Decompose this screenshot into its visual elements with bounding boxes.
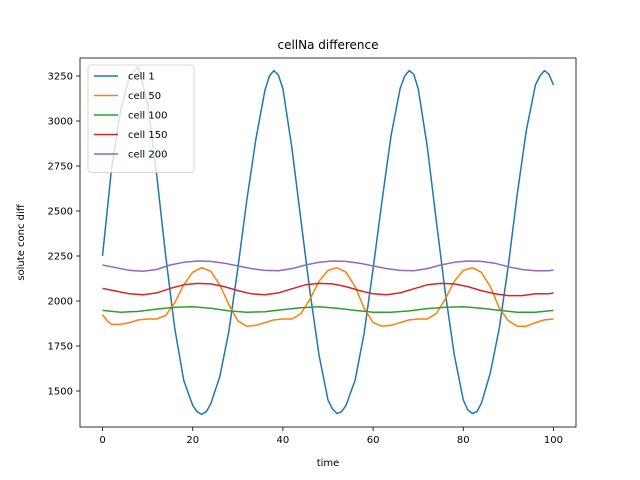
x-tick-label: 20 [186, 435, 199, 446]
legend-entry: cell 50 [128, 91, 161, 102]
y-axis-label: solute conc diff [16, 203, 27, 280]
y-tick-label: 2500 [48, 207, 73, 218]
series-line-cell-200 [102, 260, 554, 273]
y-axis: 1500 1750 2000 2250 2500 2750 3000 3250 [48, 72, 80, 398]
series-line-cell-100 [102, 306, 554, 313]
x-tick-label: 0 [99, 435, 105, 446]
x-tick-label: 80 [457, 435, 470, 446]
y-tick-label: 1750 [48, 342, 73, 353]
y-tick-label: 2750 [48, 162, 73, 173]
x-tick-label: 100 [544, 435, 563, 446]
plot-area-frame [79, 57, 577, 428]
y-tick-label: 2250 [48, 252, 73, 263]
y-tick-label: 3250 [48, 72, 73, 83]
legend-entry: cell 200 [128, 150, 167, 161]
x-tick-label: 60 [367, 435, 380, 446]
x-axis-label: time [317, 458, 340, 469]
legend-entry: cell 100 [128, 111, 167, 122]
x-tick-label: 40 [277, 435, 290, 446]
series-line-cell-1 [101, 66, 555, 416]
legend-box [87, 64, 195, 173]
y-tick-label: 2000 [48, 297, 73, 308]
x-axis: 0 20 40 60 80 100 [99, 427, 563, 446]
series-line-cell-150 [102, 282, 554, 297]
y-tick-label: 3000 [48, 117, 73, 128]
y-tick-label: 1500 [48, 387, 73, 398]
legend-entry: cell 150 [128, 130, 167, 141]
legend-entry: cell 1 [128, 72, 155, 83]
legend: cell 1 cell 50 cell 100 cell 150 cell 200 [87, 64, 195, 173]
chart-title: cellNa difference [277, 38, 378, 52]
series-lines [101, 66, 555, 416]
series-line-cell-50 [101, 266, 554, 327]
